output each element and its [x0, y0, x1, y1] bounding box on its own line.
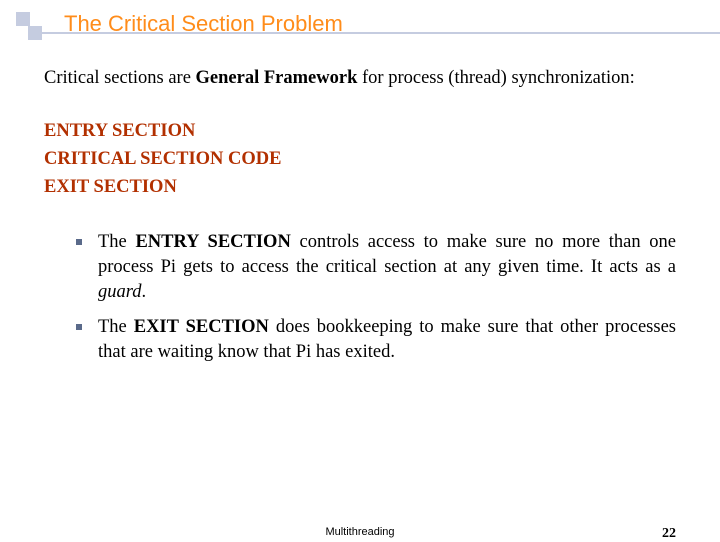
section-code: CRITICAL SECTION CODE	[44, 147, 676, 172]
title-bar: The Critical Section Problem	[0, 0, 720, 48]
bullet-list: The ENTRY SECTION controls access to mak…	[44, 230, 676, 365]
decor-square-top	[16, 12, 30, 26]
slide-content: Critical sections are General Framework …	[0, 48, 720, 365]
bullet-item-1: The ENTRY SECTION controls access to mak…	[76, 230, 676, 305]
section-entry: ENTRY SECTION	[44, 119, 676, 144]
intro-post: for process (thread) synchronization:	[357, 68, 634, 88]
intro-pre: Critical sections are	[44, 68, 196, 88]
intro-paragraph: Critical sections are General Framework …	[44, 66, 676, 91]
intro-bold: General Framework	[196, 68, 358, 88]
section-list: ENTRY SECTION CRITICAL SECTION CODE EXIT…	[44, 119, 676, 200]
section-exit: EXIT SECTION	[44, 175, 676, 200]
slide-title: The Critical Section Problem	[64, 11, 343, 37]
bullet-item-2: The EXIT SECTION does bookkeeping to mak…	[76, 315, 676, 365]
footer-topic: Multithreading	[325, 526, 394, 538]
